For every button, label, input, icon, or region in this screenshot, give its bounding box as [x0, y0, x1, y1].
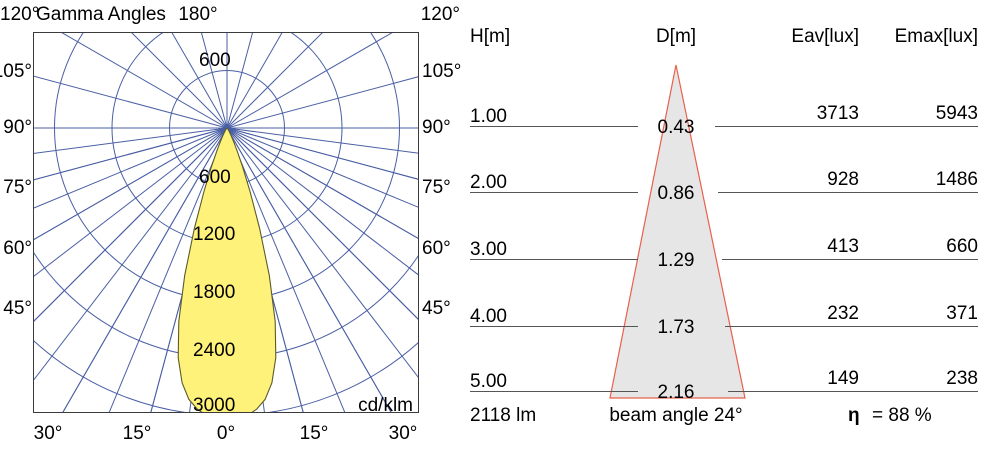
footer-luminous-flux: 2118 lm: [470, 405, 537, 426]
polar-diagram-panel: 120° Gamma Angles 180° 120° 105° 90° 75°…: [0, 0, 462, 450]
polar-angle-label-right-60: 60°: [422, 238, 451, 259]
cell-eav-5: 149: [827, 368, 859, 389]
cell-eav-2: 928: [827, 169, 859, 190]
cell-height-3: 3.00: [470, 239, 507, 260]
row-rule-left-3: [470, 259, 638, 260]
cell-diameter-5: 2.16: [657, 382, 695, 403]
cell-emax-5: 238: [946, 368, 978, 389]
row-rule-right-1: [715, 126, 978, 127]
polar-angle-label-bottom-30-right: 30°: [388, 423, 418, 444]
polar-angle-label-bottom-0: 0°: [216, 423, 236, 444]
polar-ring-label-600-top: 600: [199, 50, 231, 71]
cell-diameter-3: 1.29: [657, 250, 695, 271]
row-rule-right-5: [728, 391, 978, 392]
polar-angle-label-right-90: 90°: [422, 117, 451, 138]
row-rule-right-4: [725, 326, 978, 327]
beam-cone-diagram: [609, 64, 746, 399]
polar-ring-label-2400: 2400: [193, 340, 236, 361]
row-rule-left-1: [470, 126, 638, 127]
polar-angle-label-top-left: 120°: [0, 4, 40, 25]
cell-eav-1: 3713: [816, 103, 859, 124]
cell-diameter-4: 1.73: [657, 317, 695, 338]
footer-efficiency-value: = 88 %: [872, 405, 932, 426]
cell-emax-3: 660: [946, 236, 978, 257]
column-header-emax: Emax[lux]: [894, 26, 978, 47]
polar-angle-label-top-center: 180°: [178, 4, 218, 25]
polar-angle-label-left-90: 90°: [3, 117, 32, 138]
beam-cone-shape: [609, 64, 746, 399]
cell-diameter-1: 0.43: [657, 117, 695, 138]
luminous-intensity-curve: [177, 127, 277, 412]
row-rule-left-5: [470, 391, 638, 392]
illuminance-table-panel: H[m] D[m] Eav[lux] Emax[lux] 1.00 0.43 3…: [460, 0, 990, 450]
polar-angle-label-left-45: 45°: [3, 298, 32, 319]
row-rule-left-4: [470, 326, 638, 327]
cell-emax-4: 371: [946, 303, 978, 324]
polar-plot-area: 600 600 1200 1800 2400 3000 cd/klm: [33, 32, 419, 413]
polar-grid-and-curve: [34, 33, 418, 412]
polar-title: Gamma Angles: [36, 4, 166, 25]
polar-ring-label-1200: 1200: [193, 224, 236, 245]
polar-angle-label-left-60: 60°: [3, 238, 32, 259]
cell-height-4: 4.00: [470, 306, 507, 327]
cell-emax-1: 5943: [935, 103, 978, 124]
footer-beam-angle: beam angle 24°: [609, 405, 743, 426]
row-rule-left-2: [470, 192, 638, 193]
polar-angle-label-bottom-30-left: 30°: [33, 423, 63, 444]
polar-angle-label-bottom-15-left: 15°: [122, 423, 152, 444]
polar-ring-label-600: 600: [199, 167, 231, 188]
cell-diameter-2: 0.86: [657, 183, 695, 204]
row-rule-right-3: [722, 259, 978, 260]
column-header-height: H[m]: [470, 26, 511, 47]
polar-angle-label-right-45: 45°: [422, 298, 451, 319]
polar-unit-label: cd/klm: [358, 395, 413, 413]
column-header-diameter: D[m]: [655, 26, 697, 47]
polar-angle-label-top-right: 120°: [420, 4, 460, 25]
footer-efficiency-symbol: η: [848, 405, 860, 426]
polar-angle-label-right-105: 105°: [422, 61, 462, 82]
cell-height-1: 1.00: [470, 106, 507, 127]
polar-ring-label-3000: 3000: [193, 395, 236, 413]
row-rule-right-2: [718, 192, 978, 193]
cell-height-2: 2.00: [470, 172, 507, 193]
polar-ring-label-1800: 1800: [193, 282, 236, 303]
polar-angle-label-left-105: 105°: [0, 61, 32, 82]
cell-emax-2: 1486: [935, 169, 978, 190]
polar-angle-label-left-75: 75°: [3, 177, 32, 198]
polar-angle-label-bottom-15-right: 15°: [299, 423, 329, 444]
column-header-eav: Eav[lux]: [791, 26, 859, 47]
cell-eav-3: 413: [827, 236, 859, 257]
cell-height-5: 5.00: [470, 371, 507, 392]
cell-eav-4: 232: [827, 303, 859, 324]
polar-angle-label-right-75: 75°: [422, 177, 451, 198]
